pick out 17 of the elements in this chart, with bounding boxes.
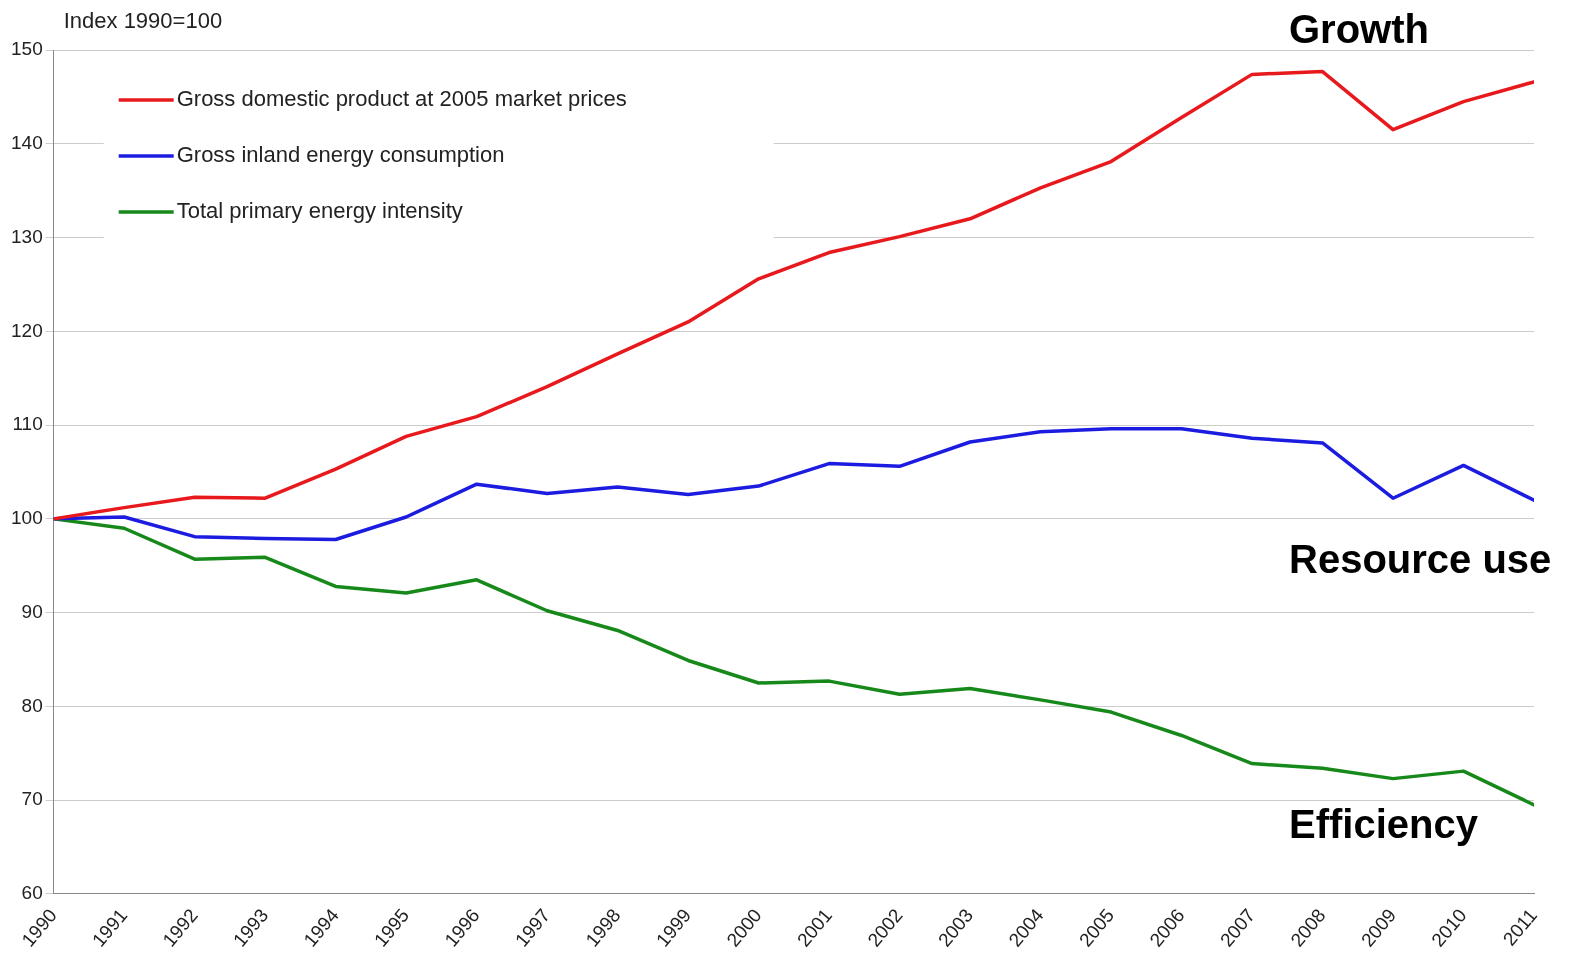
legend-label: Total primary energy intensity	[176, 198, 463, 224]
y-tick-label: 70	[21, 788, 43, 810]
y-tick-label: 80	[21, 694, 43, 716]
y-tick-label: 60	[21, 882, 43, 904]
y-tick-label: 140	[11, 132, 43, 154]
y-tick-label: 150	[11, 38, 43, 60]
y-tick-label: 90	[21, 600, 43, 622]
legend-label: Gross domestic product at 2005 market prices	[176, 86, 627, 112]
y-tick-label: 110	[12, 413, 43, 435]
annotation: Resource use	[1289, 537, 1552, 582]
annotation: Efficiency	[1289, 801, 1479, 846]
y-tick-label: 120	[11, 319, 43, 341]
y-axis-title: Index 1990=100	[63, 8, 223, 34]
annotation: Growth	[1289, 6, 1429, 51]
legend-label: Gross inland energy consumption	[176, 142, 505, 168]
y-tick-label: 100	[11, 507, 43, 529]
y-tick-label: 130	[11, 225, 43, 247]
